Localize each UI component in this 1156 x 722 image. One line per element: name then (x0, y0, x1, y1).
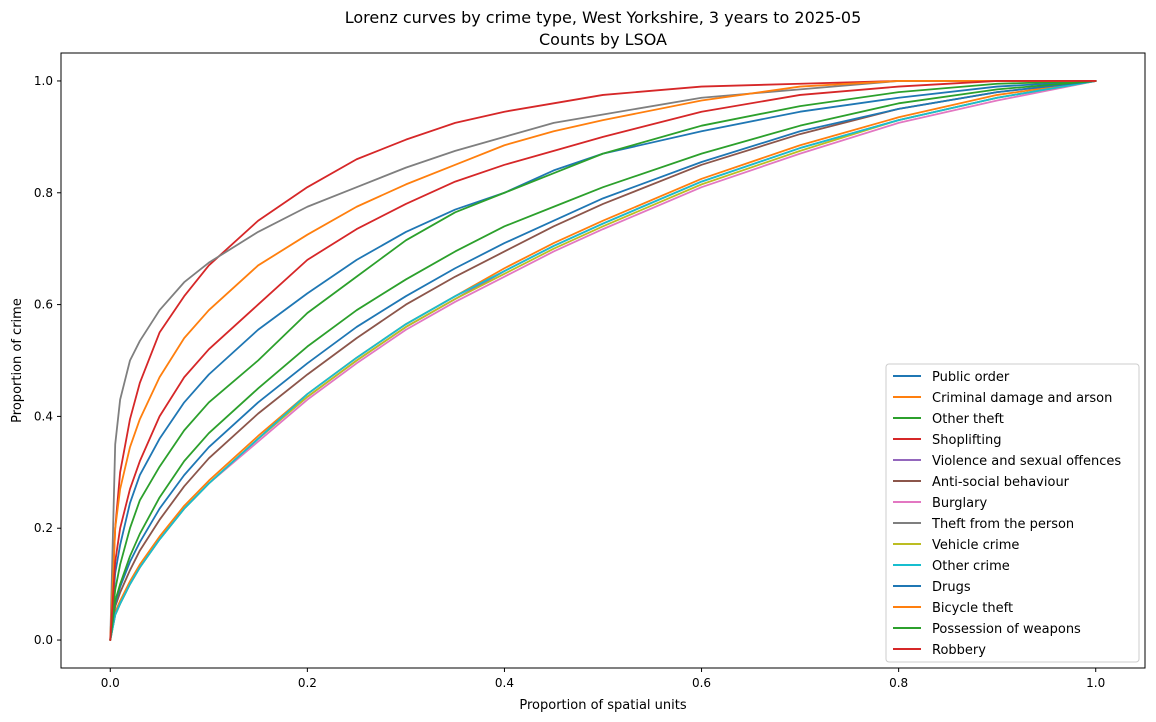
x-tick-label: 0.8 (889, 676, 908, 690)
series-line-0 (109, 80, 1097, 641)
series-line-9 (109, 80, 1097, 641)
legend-label-8: Vehicle crime (932, 538, 1019, 553)
legend-label-3: Shoplifting (932, 433, 1001, 448)
y-tick-label: 0.0 (34, 633, 53, 647)
legend-label-2: Other theft (932, 412, 1004, 427)
y-tick-label: 0.4 (34, 409, 53, 423)
y-axis-label: Proportion of crime (10, 298, 25, 423)
legend-label-5: Anti-social behaviour (932, 475, 1070, 490)
series-line-13 (109, 80, 1097, 641)
legend-label-12: Possession of weapons (932, 622, 1081, 637)
series-line-7 (109, 80, 1097, 641)
legend-label-13: Robbery (932, 643, 986, 658)
series-line-10 (109, 80, 1097, 641)
y-tick-label: 0.6 (34, 298, 53, 312)
legend-label-4: Violence and sexual offences (932, 454, 1121, 469)
series-line-12 (109, 80, 1097, 641)
y-tick-label: 0.2 (34, 521, 53, 535)
tick-layer: 0.0 0.2 0.4 0.6 0.8 1.0 0.0 0.2 0.4 0.6 0.8 1.0 (34, 74, 1105, 690)
x-axis-label: Proportion of spatial units (519, 698, 686, 713)
x-tick-label: 0.0 (101, 676, 120, 690)
legend-label-11: Bicycle theft (932, 601, 1013, 616)
series-line-5 (109, 80, 1097, 641)
legend-label-0: Public order (932, 370, 1010, 385)
series-line-11 (109, 80, 1097, 641)
legend: Public order Criminal damage and arson Oth… (885, 363, 1140, 663)
x-tick-label: 0.4 (495, 676, 514, 690)
x-tick-label: 0.2 (298, 676, 317, 690)
series-line-3 (109, 80, 1097, 641)
plot-frame (60, 52, 1146, 669)
series-line-2 (109, 80, 1097, 641)
legend-label-1: Criminal damage and arson (932, 391, 1112, 406)
x-tick-label: 0.6 (692, 676, 711, 690)
chart-title: Lorenz curves by crime type, West Yorksh… (345, 8, 862, 27)
x-tick-label: 1.0 (1086, 676, 1105, 690)
legend-label-7: Theft from the person (931, 517, 1074, 532)
legend-label-9: Other crime (932, 559, 1010, 574)
legend-label-10: Drugs (932, 580, 971, 595)
series-layer (109, 80, 1097, 641)
legend-frame (885, 363, 1140, 663)
y-tick-label: 0.8 (34, 186, 53, 200)
legend-label-6: Burglary (932, 496, 987, 511)
chart-subtitle: Counts by LSOA (539, 30, 667, 49)
y-tick-label: 1.0 (34, 74, 53, 88)
